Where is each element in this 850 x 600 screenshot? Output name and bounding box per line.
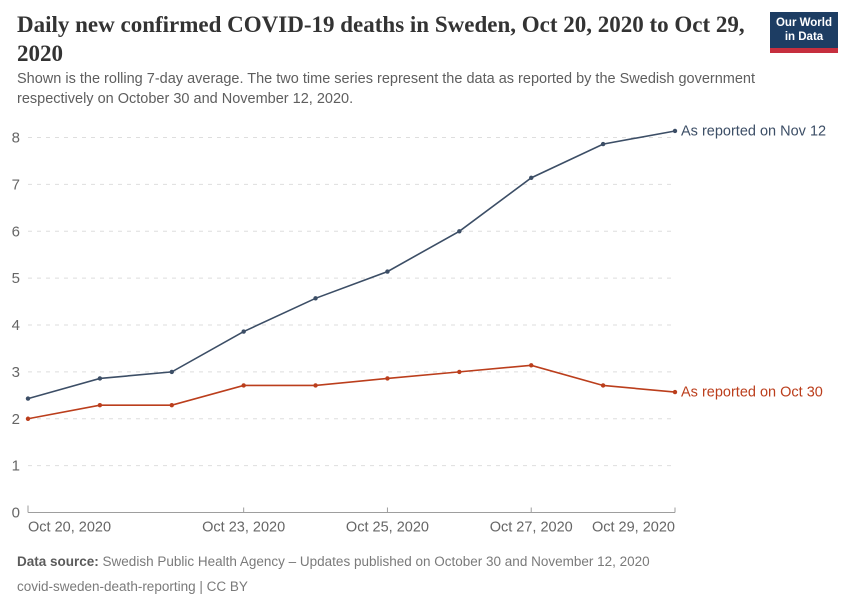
x-tick-label: Oct 23, 2020 [202,520,285,536]
data-point [97,402,103,408]
data-point [600,141,606,147]
series-end-label: As reported on Oct 30 [681,385,823,401]
data-point [169,402,174,408]
data-point [672,389,678,395]
line-chart-canvas: 0 1 2 3 4 5 6 7 8 Oct 20, 2020 Oct 23, 2020 Oct 25,… [12,123,826,536]
data-point [529,175,534,181]
data-point [25,416,31,421]
data-point [529,363,534,368]
x-tick-label: Oct 29, 2020 [592,520,675,536]
owid-logo-line2: in Data [784,30,824,43]
owid-logo-line1: Our World [775,17,832,29]
data-point [313,296,318,301]
chart-footer: Data source: Swedish Public Health Agenc… [17,549,817,599]
x-tick-label: Oct 27, 2020 [490,520,573,536]
owid-logo: Our World in Data [770,12,838,53]
data-point [385,376,390,381]
owid-logo-box: Our World in Data [770,12,838,48]
series-end-label: As reported on Nov 12 [681,123,826,139]
y-tick-label: 1 [12,458,20,475]
data-point [600,383,606,388]
data-point [313,383,318,388]
chart-title: Daily new confirmed COVID-19 deaths in S… [17,12,745,66]
footer-note: covid-sweden-death-reporting | CC BY [17,579,248,594]
series-line [27,364,676,420]
y-tick-label: 4 [12,317,20,334]
data-point [457,229,462,234]
y-tick-label: 0 [12,505,20,522]
data-source-text: Swedish Public Health Agency – Updates p… [102,554,650,569]
data-point [25,396,31,401]
y-tick-label: 8 [12,130,20,147]
data-point [672,128,678,134]
owid-logo-stripe [770,48,838,53]
x-tick-label: Oct 25, 2020 [346,520,429,536]
data-point [457,369,462,375]
data-point [97,376,103,381]
data-point [385,269,390,274]
x-tick-label: Oct 20, 2020 [28,520,111,536]
y-tick-label: 5 [12,270,20,287]
series-line [27,130,676,400]
chart-subtitle: Shown is the rolling 7-day average. The … [17,71,756,107]
y-tick-label: 7 [12,176,20,193]
data-source-label: Data source: [17,554,99,569]
data-point [169,369,174,375]
footer-source-line: Data source: Swedish Public Health Agenc… [17,549,817,574]
data-point [241,383,246,388]
y-tick-label: 6 [12,223,20,240]
data-point [241,329,246,334]
y-tick-label: 3 [12,364,20,381]
y-tick-label: 2 [12,411,20,428]
